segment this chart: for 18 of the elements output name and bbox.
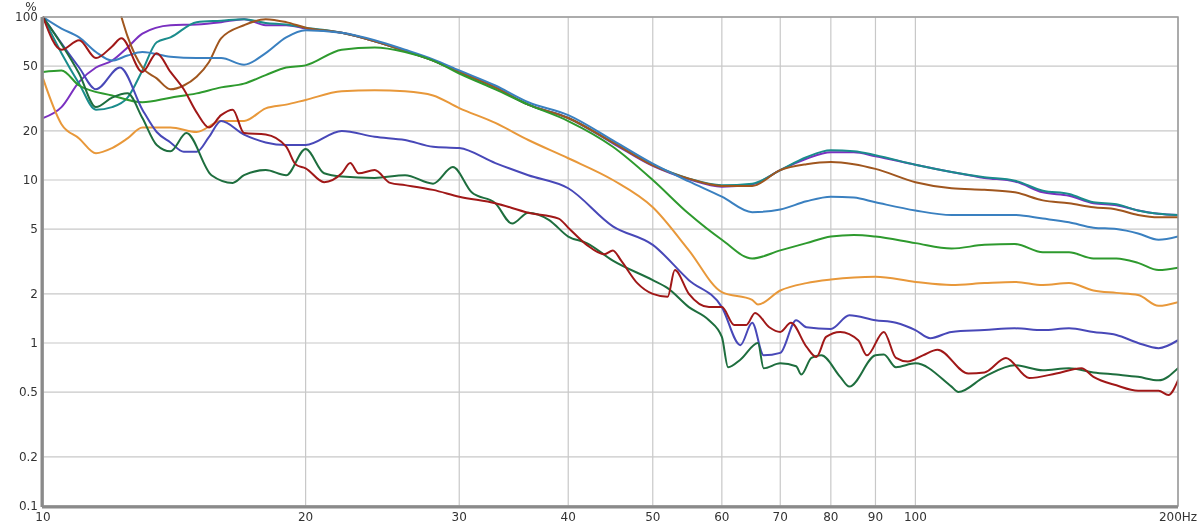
x-tick-label: 40 [560,510,576,524]
x-tick-label: 50 [645,510,661,524]
x-tick-label: 100 [903,510,927,524]
y-tick-label: 0.5 [18,385,38,400]
y-tick-label: 10 [22,173,38,188]
y-tick-label: 50 [22,59,38,74]
y-tick-label: 1 [30,336,38,351]
x-tick-label: 60 [714,510,730,524]
x-tick-label: 70 [772,510,788,524]
x-tick-label: 20 [297,510,314,524]
x-tick-label: 80 [823,510,839,524]
x-tick-label: 200Hz [1158,510,1198,524]
y-tick-label: 2 [30,287,38,302]
x-tick-label: 30 [451,510,467,524]
y-tick-label: 5 [30,222,38,237]
y-tick-label: 20 [22,124,38,139]
y-tick-label: 0.2 [18,450,38,465]
x-tick-label: 90 [867,510,884,524]
